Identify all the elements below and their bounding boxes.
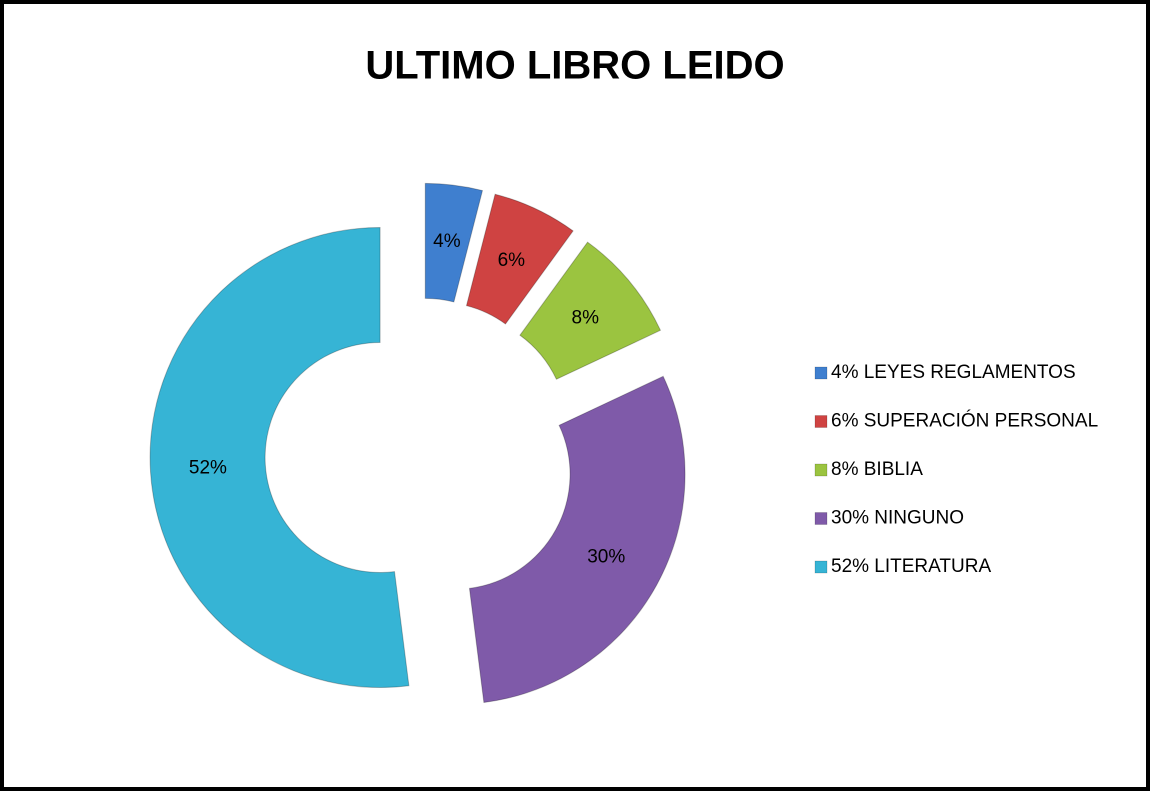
data-label: 30% <box>587 546 625 567</box>
donut-slice <box>468 375 686 704</box>
legend-swatch <box>814 560 828 574</box>
legend-label: 4% LEYES REGLAMENTOS <box>831 362 1076 383</box>
legend-label: 30% NINGUNO <box>831 508 964 529</box>
legend-swatch <box>814 415 828 428</box>
legend-label: 6% SUPERACIÓN PERSONAL <box>831 410 1098 432</box>
legend-label: 52% LITERATURA <box>831 556 991 577</box>
chart-title: ULTIMO LIBRO LEIDO <box>365 44 784 88</box>
data-label: 4% <box>433 231 461 252</box>
legend-label: 8% BIBLIA <box>831 459 923 480</box>
data-label: 6% <box>498 250 526 271</box>
legend-swatch <box>814 512 828 525</box>
legend-swatch <box>814 463 828 477</box>
legend-swatch <box>814 366 828 380</box>
data-label: 8% <box>572 307 600 328</box>
donut-slice <box>465 193 574 325</box>
donut-slice <box>424 182 484 303</box>
donut-slice <box>519 241 662 380</box>
donut-slice <box>149 227 410 688</box>
data-label: 52% <box>189 457 227 478</box>
